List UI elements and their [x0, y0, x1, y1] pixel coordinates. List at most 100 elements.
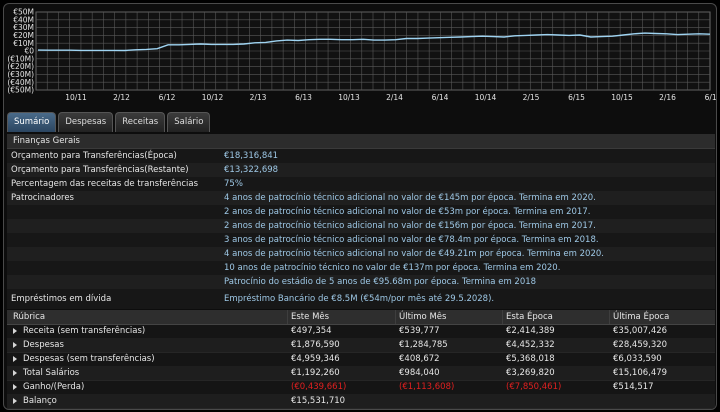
table-row[interactable]: Despesas (sem transferências) €4,959,346…	[7, 352, 715, 367]
y-tick-label: €40M	[13, 15, 34, 24]
x-tick-label: 2/14	[386, 93, 403, 102]
y-tick-label: (€10M)	[7, 54, 34, 63]
loan-value: Empréstimo Bancário de €8.5M (€54m/por m…	[224, 294, 495, 304]
x-tick-label: 6/14	[432, 93, 449, 102]
column-header[interactable]: Este Mês	[291, 312, 330, 322]
sponsorship-value: 3 anos de patrocínio técnico adicional n…	[224, 235, 599, 245]
x-tick-label: 2/16	[659, 93, 676, 102]
expand-arrow-icon[interactable]	[13, 383, 17, 390]
general-finances-title: Finanças Gerais	[7, 134, 715, 149]
cell-last-season: €6,033,590	[613, 354, 662, 364]
general-row: Orçamento para Transferências(Época) €18…	[7, 149, 715, 163]
cell-last-month: (€1,113,608)	[399, 382, 455, 392]
column-header[interactable]: Rúbrica	[13, 312, 46, 322]
cell-this-month: €1,876,590	[291, 340, 340, 350]
y-tick-label: €10M	[13, 39, 34, 48]
rubrica-table: Rúbrica Este Mês Último Mês Esta Época Ú…	[7, 310, 715, 409]
cell-last-month: €408,672	[399, 354, 440, 364]
x-tick-label: 10/14	[475, 93, 497, 102]
general-finances-panel: Finanças Gerais Orçamento para Transferê…	[7, 134, 715, 309]
general-row-label: Orçamento para Transferências(Época)	[11, 151, 177, 161]
cell-last-season: €35,007,426	[613, 326, 668, 336]
x-tick-label: 2/12	[113, 93, 130, 102]
x-tick-label: 2/15	[523, 93, 540, 102]
row-name: Despesas	[23, 340, 64, 350]
column-header[interactable]: Última Época	[613, 312, 670, 322]
table-row[interactable]: Total Salários €1,192,260 €984,040 €3,26…	[7, 366, 715, 381]
cell-this-month: €4,959,346	[291, 354, 340, 364]
table-row[interactable]: Balanço €15,531,710	[7, 394, 715, 409]
table-row[interactable]: Receita (sem transferências) €497,354 €5…	[7, 324, 715, 339]
row-name: Despesas (sem transferências)	[23, 354, 155, 364]
y-tick-label: €20M	[13, 31, 34, 40]
cell-this-season: €5,368,018	[506, 354, 555, 364]
finance-window: €50M €40M €30M €20M €10M €0 (€10M) (€20M) (€30M)…	[3, 3, 717, 410]
general-row: Orçamento para Transferências(Restante) …	[7, 163, 715, 177]
x-tick-label: 6/16	[705, 93, 716, 102]
tab-despesas[interactable]: Despesas	[58, 112, 114, 132]
y-tick-label: (€50M)	[7, 86, 34, 95]
balance-series-line	[37, 32, 711, 52]
tab-salario[interactable]: Salário	[167, 112, 211, 132]
balance-history-chart: €50M€40M€30M€20M€10M€0(€10M)(€20M)(€30M)…	[7, 8, 716, 102]
cell-this-month: €1,192,260	[291, 368, 340, 378]
general-row-label: Empréstimos em dívida	[11, 294, 112, 304]
general-row: Patrocinadores 4 anos de patrocínio técn…	[7, 191, 715, 205]
sponsorship-value: 10 anos de patrocínio técnico no valor d…	[224, 263, 561, 273]
row-name: Balanço	[23, 396, 57, 406]
general-row: 2 anos de patrocínio técnico adicional n…	[7, 219, 715, 233]
cell-this-month: €497,354	[291, 326, 332, 336]
cell-last-season: €514,517	[613, 382, 654, 392]
general-row: 10 anos de patrocínio técnico no valor d…	[7, 261, 715, 275]
table-header-row: Rúbrica Este Mês Último Mês Esta Época Ú…	[7, 310, 715, 325]
cell-this-season: €3,269,820	[506, 368, 555, 378]
cell-this-month: (€0,439,661)	[291, 382, 347, 392]
expand-arrow-icon[interactable]	[13, 341, 17, 348]
sponsorship-value: 2 anos de patrocínio técnico adicional n…	[224, 221, 596, 231]
x-tick-label: 2/13	[250, 93, 267, 102]
sponsorship-value: Patrocínio do estádio de 5 anos de €95.6…	[224, 277, 537, 287]
general-row: 3 anos de patrocínio técnico adicional n…	[7, 233, 715, 247]
tab-sumario[interactable]: Sumário	[7, 112, 57, 132]
sponsorship-value: 2 anos de patrocínio técnico adicional n…	[224, 207, 591, 217]
x-tick-label: 6/15	[568, 93, 585, 102]
table-row[interactable]: Ganho/(Perda) (€0,439,661) (€1,113,608) …	[7, 380, 715, 395]
expand-arrow-icon[interactable]	[13, 397, 17, 404]
general-row-label: Orçamento para Transferências(Restante)	[11, 165, 189, 175]
y-tick-label: (€40M)	[7, 78, 34, 87]
expand-arrow-icon[interactable]	[13, 327, 17, 334]
column-header[interactable]: Esta Época	[506, 312, 553, 322]
sponsorship-value: 4 anos de patrocínio técnico adicional n…	[224, 249, 604, 259]
expand-arrow-icon[interactable]	[13, 355, 17, 362]
general-row-label: Patrocinadores	[11, 193, 74, 203]
y-tick-label: (€30M)	[7, 70, 34, 79]
row-name: Total Salários	[23, 368, 80, 378]
general-row: 2 anos de patrocínio técnico adicional n…	[7, 205, 715, 219]
general-row-value: €13,322,698	[224, 165, 279, 175]
x-tick-label: 6/13	[295, 93, 312, 102]
cell-this-month: €15,531,710	[291, 396, 346, 406]
x-tick-label: 10/12	[202, 93, 224, 102]
general-row-value: 75%	[224, 179, 243, 189]
y-tick-label: (€20M)	[7, 62, 34, 71]
x-tick-label: 10/13	[338, 93, 360, 102]
cell-this-season: €2,414,389	[506, 326, 555, 336]
y-tick-label: €0	[24, 47, 34, 56]
general-row-value: €18,316,841	[224, 151, 279, 161]
cell-last-month: €539,777	[399, 326, 440, 336]
y-tick-label: €50M	[13, 8, 34, 17]
x-tick-label: 6/12	[159, 93, 176, 102]
x-tick-label: 10/15	[611, 93, 633, 102]
general-row: Percentagem das receitas de transferênci…	[7, 177, 715, 191]
column-header[interactable]: Último Mês	[399, 312, 447, 322]
y-tick-label: €30M	[13, 23, 34, 32]
sponsorship-value: 4 anos de patrocínio técnico adicional n…	[224, 193, 596, 203]
cell-last-season: €28,459,320	[613, 340, 668, 350]
tab-receitas[interactable]: Receitas	[115, 112, 166, 132]
cell-last-month: €1,284,785	[399, 340, 448, 350]
cell-last-month: €984,040	[399, 368, 440, 378]
expand-arrow-icon[interactable]	[13, 369, 17, 376]
cell-this-season: (€7,850,461)	[506, 382, 562, 392]
general-row-label: Percentagem das receitas de transferênci…	[11, 179, 199, 189]
table-row[interactable]: Despesas €1,876,590 €1,284,785 €4,452,33…	[7, 338, 715, 353]
